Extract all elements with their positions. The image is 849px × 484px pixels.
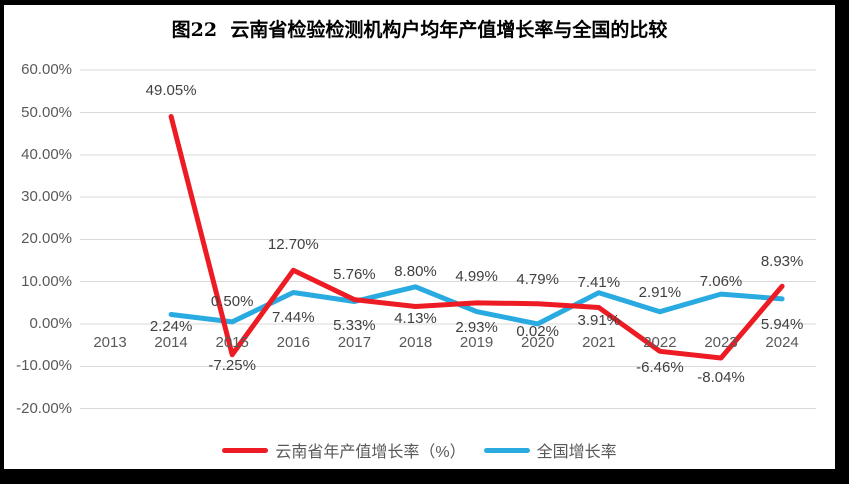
data-label: 0.02%	[516, 322, 559, 340]
legend-line-swatch-icon	[222, 447, 269, 453]
chart-canvas	[80, 69, 816, 410]
y-axis-tick-label: 60.00%	[21, 61, 72, 79]
data-label: 8.93%	[760, 253, 804, 271]
data-label: 2.93%	[455, 318, 498, 336]
series-line	[168, 114, 785, 361]
data-label: 12.70%	[267, 236, 319, 254]
data-label: 7.41%	[577, 273, 621, 291]
data-label: 0.50%	[210, 292, 254, 310]
y-axis-tick-label: -20.00%	[16, 399, 72, 417]
data-label: 4.79%	[516, 270, 559, 288]
data-label: 4.13%	[394, 309, 437, 327]
y-axis-tick-label: 30.00%	[21, 188, 72, 206]
legend-item: 全国增长率	[483, 438, 617, 462]
y-axis-tick-label: 20.00%	[21, 230, 72, 248]
x-axis-year-label: 2018	[398, 334, 433, 351]
chart-title: 图22 云南省检验检测机构户均年产值增长率与全国的比较	[171, 19, 668, 41]
x-axis-year-label: 2020	[521, 334, 555, 351]
x-axis-year-label: 2014	[154, 334, 188, 351]
legend: 云南省年产值增长率（%） 全国增长率	[4, 438, 835, 462]
data-label: 2.24%	[149, 317, 193, 335]
data-label: 5.94%	[760, 315, 804, 333]
chart-panel: 图22 云南省检验检测机构户均年产值增长率与全国的比较 60.00% 50.00%…	[4, 5, 835, 469]
legend-item: 云南省年产值增长率（%）	[222, 438, 466, 462]
legend-label: 云南省年产值增长率（%）	[275, 444, 466, 461]
x-axis-year-label: 2019	[459, 334, 494, 351]
legend-line-swatch-icon	[483, 447, 530, 453]
y-axis-tick-label: 50.00%	[21, 103, 72, 121]
data-label: 5.76%	[333, 265, 376, 283]
x-axis-year-label: 2022	[643, 334, 677, 351]
x-axis-year-label: 2016	[276, 334, 310, 351]
x-axis-year-label: 2021	[582, 334, 616, 351]
x-axis-year-label: 2015	[215, 334, 249, 351]
data-label: 4.99%	[455, 267, 498, 285]
x-axis-year-label: 2013	[93, 334, 127, 351]
data-label: 7.44%	[272, 308, 315, 326]
x-axis-year-label: 2024	[765, 334, 799, 351]
y-axis-tick-label: 40.00%	[21, 145, 72, 163]
y-axis-tick-label: -10.00%	[16, 357, 72, 375]
data-label: -6.46%	[636, 359, 684, 377]
data-label: 7.06%	[699, 273, 743, 291]
data-label: 8.80%	[394, 262, 437, 280]
legend-label: 全国增长率	[536, 444, 617, 461]
data-label: 2.91%	[638, 283, 682, 301]
data-label: -7.25%	[208, 356, 256, 374]
data-label: 3.91%	[577, 312, 621, 330]
x-axis-year-label: 2023	[704, 334, 738, 351]
y-axis-tick-label: 0.00%	[29, 315, 72, 332]
data-label: 49.05%	[145, 81, 197, 99]
plot-area: 60.00% 50.00% 40.00% 30.00% 20.00% 10.00% 0.00…	[4, 5, 835, 469]
x-axis-year-label: 2017	[337, 334, 372, 351]
y-axis-tick-label: 10.00%	[21, 272, 72, 290]
data-label: -8.04%	[697, 369, 745, 386]
data-label: 5.33%	[333, 317, 376, 335]
